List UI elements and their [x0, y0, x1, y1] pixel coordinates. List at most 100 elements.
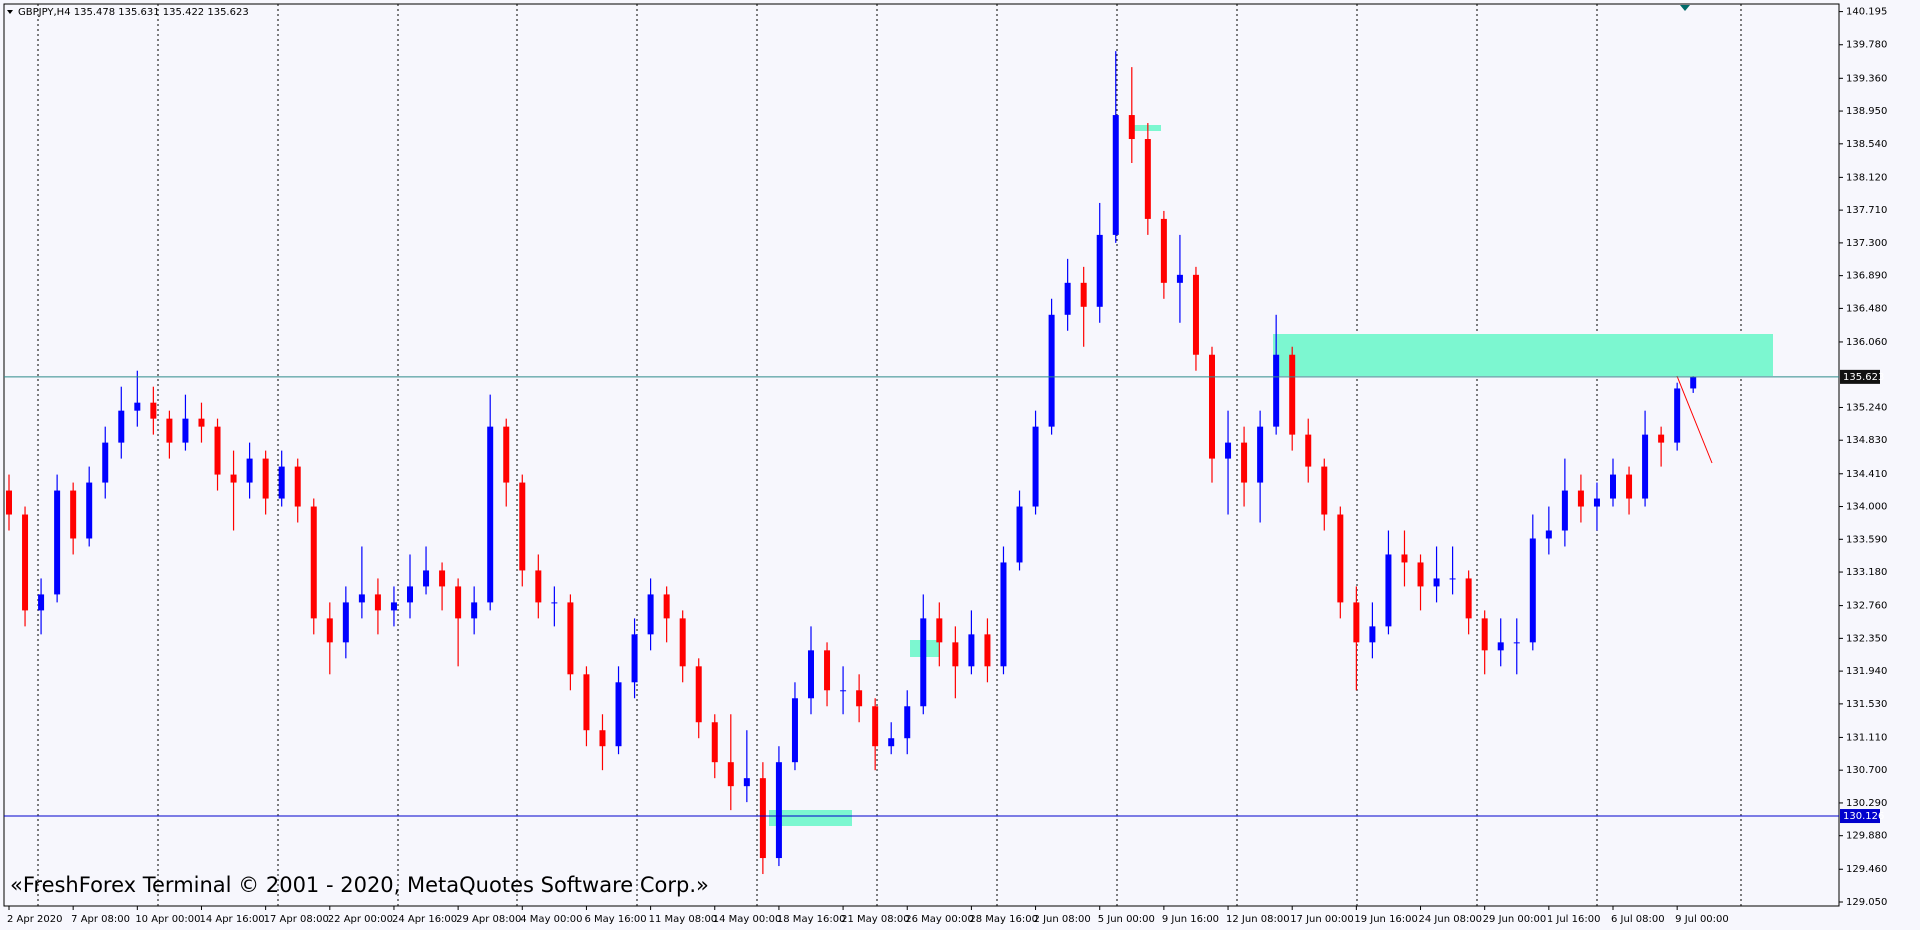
candle-body: [503, 426, 510, 483]
x-tick-label: 18 May 16:00: [777, 914, 846, 925]
price-label: 135.623: [1843, 372, 1884, 383]
candle-body: [1433, 578, 1440, 587]
candle-body: [86, 482, 93, 539]
x-tick-label: 14 May 00:00: [713, 914, 782, 925]
candle-body: [1545, 530, 1552, 539]
candle-body: [583, 674, 590, 731]
y-tick-label: 132.350: [1846, 633, 1887, 644]
candle-body: [1273, 354, 1280, 427]
candle-body: [775, 762, 782, 859]
y-tick-label: 129.050: [1846, 897, 1887, 908]
candle-body: [1225, 442, 1232, 459]
candle-body: [1626, 474, 1633, 499]
candle-body: [663, 594, 670, 619]
y-tick-label: 133.590: [1846, 534, 1887, 545]
watermark: «FreshForex Terminal © 2001 - 2020, Meta…: [10, 873, 709, 897]
x-tick-label: 19 Jun 16:00: [1354, 914, 1418, 925]
candle-body: [407, 586, 413, 603]
x-tick-label: 9 Jun 16:00: [1162, 914, 1219, 925]
candle-body: [1257, 426, 1264, 483]
y-tick-label: 140.195: [1846, 7, 1887, 18]
candle-body: [1658, 434, 1665, 443]
candle-body: [840, 690, 847, 692]
candle-body: [1192, 274, 1199, 355]
y-tick-label: 130.700: [1846, 765, 1887, 776]
candle-body: [310, 506, 317, 619]
candle-body: [1064, 282, 1071, 315]
y-tick-label: 138.950: [1846, 106, 1887, 117]
candle-body: [1000, 562, 1007, 667]
y-tick-label: 130.290: [1846, 798, 1887, 809]
candle-body: [872, 706, 879, 747]
candle-body: [1481, 618, 1488, 651]
candle-body: [679, 618, 686, 667]
x-tick-label: 21 May 08:00: [841, 914, 910, 925]
y-tick-label: 131.940: [1846, 666, 1887, 677]
candle-body: [1385, 554, 1392, 627]
plot-border: [3, 3, 1840, 907]
candle-body: [1048, 314, 1055, 427]
x-tick-label: 4 May 00:00: [520, 914, 582, 925]
y-tick-label: 136.060: [1846, 337, 1887, 348]
candle-body: [38, 594, 45, 611]
candle-body: [984, 634, 991, 667]
y-tick-label: 131.530: [1846, 699, 1887, 710]
y-tick-label: 139.780: [1846, 40, 1887, 51]
menu-arrow: [7, 10, 13, 14]
candle-body: [1353, 602, 1360, 643]
candle-body: [6, 490, 12, 515]
y-tick-label: 135.240: [1846, 402, 1887, 413]
candle-body: [856, 690, 863, 707]
plot: [6, 51, 1697, 875]
y-tick-label: 133.180: [1846, 567, 1887, 578]
candle-body: [647, 594, 654, 635]
chart-title: GBPJPY,H4 135.478 135.631 135.422 135.62…: [18, 7, 249, 18]
candle-body: [1577, 490, 1584, 507]
x-tick-label: 6 Jul 08:00: [1611, 914, 1665, 925]
candle-body: [134, 402, 141, 411]
candle-body: [423, 570, 430, 587]
candle-body: [615, 682, 622, 747]
candle-body: [471, 602, 478, 619]
y-tick-label: 137.710: [1846, 205, 1887, 216]
y-tick-label: 139.360: [1846, 73, 1887, 84]
candle-body: [1289, 354, 1296, 435]
y-tick-label: 137.300: [1846, 238, 1887, 249]
candle-body: [1561, 490, 1568, 531]
zone: [1273, 334, 1773, 376]
candle-body: [1128, 115, 1135, 140]
candle-body: [743, 778, 750, 787]
candle-body: [439, 570, 446, 587]
candle-body: [487, 426, 494, 603]
candle-body: [150, 402, 157, 419]
y-tick-label: 136.890: [1846, 271, 1887, 282]
candle-body: [70, 490, 77, 539]
x-tick-label: 17 Apr 08:00: [264, 914, 329, 925]
x-tick-label: 26 May 00:00: [905, 914, 974, 925]
candle-body: [968, 634, 975, 667]
zone: [1129, 125, 1161, 131]
candle-body: [1674, 388, 1681, 443]
candle-body: [1610, 474, 1616, 499]
candle-body: [936, 618, 943, 643]
candle-body: [118, 410, 125, 443]
x-tick-label: 11 May 08:00: [649, 914, 718, 925]
x-tick-label: 24 Apr 16:00: [392, 914, 457, 925]
y-tick-label: 129.880: [1846, 831, 1887, 842]
candle-body: [1369, 626, 1376, 643]
candle-body: [262, 458, 269, 499]
x-tick-label: 10 Apr 00:00: [135, 914, 200, 925]
candle-body: [519, 482, 526, 571]
candle-body: [1209, 354, 1215, 459]
candle-body: [1401, 554, 1408, 563]
candle-body: [567, 602, 574, 675]
x-tick-label: 12 Jun 08:00: [1226, 914, 1290, 925]
candle-body: [1449, 578, 1456, 580]
candle-body: [920, 618, 927, 707]
price-box: [1840, 809, 1880, 824]
y-tick-label: 134.410: [1846, 469, 1887, 480]
x-tick-label: 29 Jun 00:00: [1483, 914, 1547, 925]
candle-body: [1417, 562, 1424, 587]
candle-body: [1241, 442, 1248, 483]
